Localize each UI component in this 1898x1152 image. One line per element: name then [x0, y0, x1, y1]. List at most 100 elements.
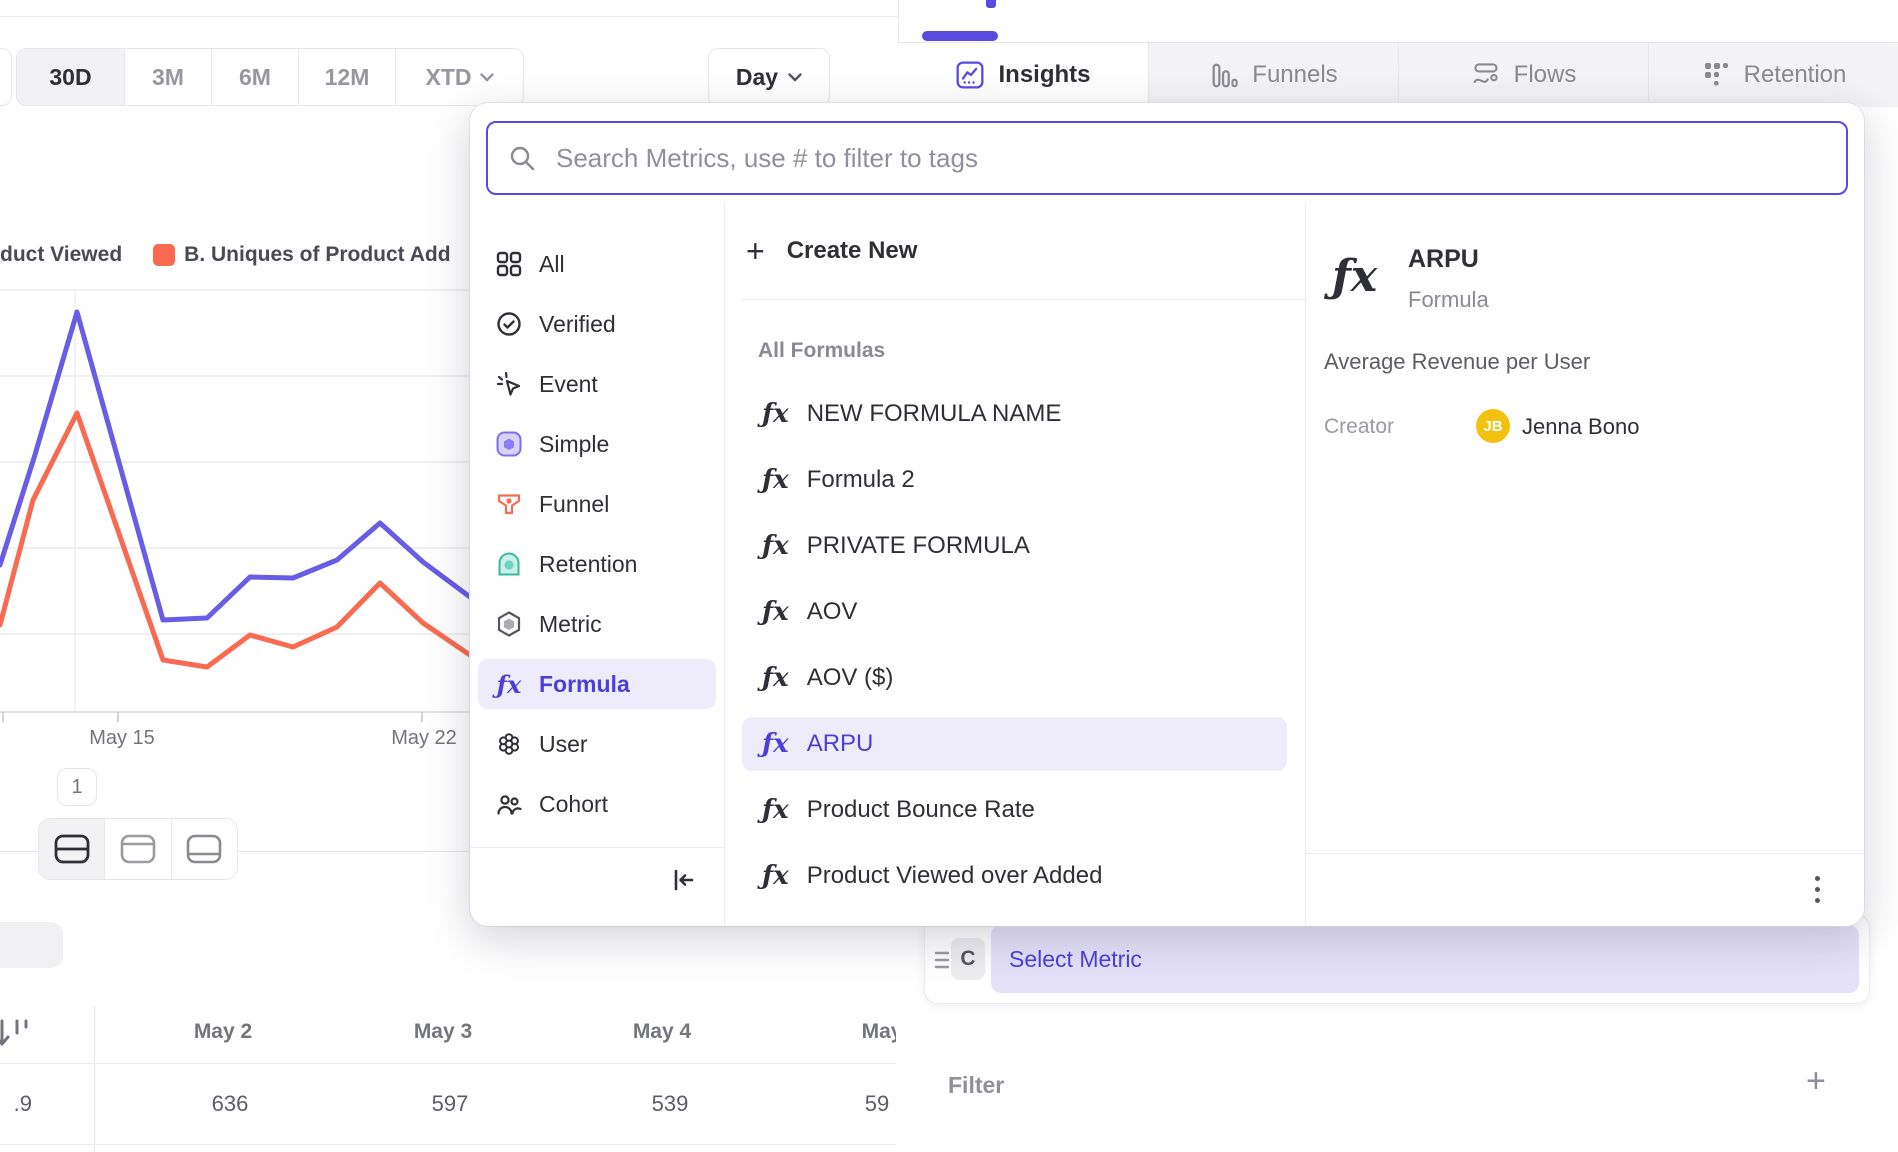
granularity-dropdown[interactable]: Day [708, 48, 830, 106]
category-verified[interactable]: Verified [478, 299, 716, 349]
range-6m-button[interactable]: 6M [211, 49, 298, 105]
category-cohort[interactable]: Cohort [478, 779, 716, 829]
fx-icon: ƒx [762, 861, 789, 891]
fx-icon: ƒx [762, 795, 789, 825]
page-number-badge[interactable]: 1 [57, 768, 97, 806]
range-xtd-button[interactable]: XTD [395, 49, 523, 105]
more-options-button[interactable] [1806, 869, 1828, 909]
retention-icon [1701, 60, 1731, 90]
tab-retention[interactable]: Retention [1648, 43, 1898, 107]
formula-list-item[interactable]: ƒx NEW FORMULA NAME [762, 399, 1062, 429]
fx-icon: ƒx [762, 531, 789, 561]
category-user[interactable]: User [478, 719, 716, 769]
creator-label: Creator [1324, 415, 1395, 438]
bottom-panel-icon [187, 834, 222, 864]
chevron-down-icon [479, 72, 494, 82]
table-column-divider [94, 1006, 95, 1152]
creator-avatar: JB [1476, 409, 1510, 443]
table-header: May [861, 1020, 896, 1043]
detail-fx-icon: ƒx [1332, 251, 1378, 302]
search-input[interactable] [554, 141, 1828, 175]
detail-description: Average Revenue per User [1324, 349, 1591, 374]
metric-letter-badge: C [951, 938, 985, 980]
table-row-divider [0, 1063, 896, 1064]
funnel-category-icon [494, 489, 524, 519]
top-panel-icon [120, 834, 156, 864]
legend-item-a-label[interactable]: duct Viewed [0, 243, 123, 266]
collapse-sidebar-button[interactable] [668, 865, 702, 899]
category-event[interactable]: Event [478, 359, 716, 409]
add-filter-button[interactable]: + [1806, 1062, 1826, 1100]
verified-badge-icon [494, 309, 524, 339]
layout-chart-only-button[interactable] [104, 819, 171, 879]
drag-handle-icon[interactable] [933, 947, 951, 973]
section-label: All Formulas [758, 339, 886, 362]
detail-title: ARPU [1408, 245, 1479, 273]
range-3m-button[interactable]: 3M [124, 49, 211, 105]
date-range-group: 30D 3M 6M 12M XTD [16, 48, 524, 106]
category-funnel[interactable]: Funnel [478, 479, 716, 529]
plus-icon: + [746, 233, 765, 269]
category-all[interactable]: All [478, 239, 716, 289]
create-new-button[interactable]: + Create New [746, 233, 918, 269]
formula-list-item-selected[interactable]: ƒx ARPU [742, 717, 1287, 771]
tab-funnels[interactable]: Funnels [1148, 43, 1398, 107]
table-cell: 539 [651, 1091, 689, 1116]
cohort-people-icon [494, 789, 524, 819]
select-metric-label: Select Metric [1009, 945, 1142, 972]
event-cursor-icon [494, 369, 524, 399]
user-cluster-icon [494, 729, 524, 759]
split-view-icon [54, 834, 90, 864]
creator-name: Jenna Bono [1522, 414, 1640, 439]
chevron-down-icon [788, 72, 802, 82]
formula-list-item[interactable]: ƒx AOV ($) [762, 663, 894, 693]
tab-label: Insights [998, 61, 1091, 88]
formula-list-item[interactable]: ƒx PRIVATE FORMULA [762, 531, 1030, 561]
fx-icon: ƒx [762, 465, 789, 495]
detail-type: Formula [1408, 287, 1489, 312]
table-header: May 3 [413, 1020, 473, 1043]
tab-flows[interactable]: Flows [1398, 43, 1648, 107]
formula-list-item[interactable]: ƒx Formula 2 [762, 465, 915, 495]
select-metric-row[interactable]: Select Metric [991, 925, 1859, 993]
search-icon [510, 146, 535, 171]
layout-split-button[interactable] [39, 819, 105, 879]
tab-label: Flows [1513, 61, 1577, 88]
category-metric[interactable]: Metric [478, 599, 716, 649]
breakdown-table: May 2 May 3 May 4 May .9 636 597 539 59 [0, 1006, 896, 1152]
active-board-tab-indicator [922, 31, 998, 41]
range-30d-button[interactable]: 30D [17, 49, 124, 105]
table-row-divider [0, 1144, 896, 1145]
formula-list-item[interactable]: ƒx AOV [762, 597, 858, 627]
legend-item-b-label[interactable]: B. Uniques of Product Add [184, 243, 451, 266]
category-simple[interactable]: Simple [478, 419, 716, 469]
category-retention[interactable]: Retention [478, 539, 716, 589]
table-header: May 2 [193, 1020, 253, 1043]
tab-label: Retention [1743, 61, 1847, 88]
metric-builder-card: C Select Metric [924, 914, 1870, 1004]
metrics-picker-modal: All Verified Event Simple Funnel Retenti… [470, 103, 1864, 926]
formula-list-item[interactable]: ƒx Product Viewed over Added [762, 861, 1103, 891]
filter-label: Filter [948, 1072, 1005, 1098]
report-tabbar: Insights Funnels Flows Retention [898, 42, 1898, 107]
detail-panel-divider [1305, 853, 1864, 854]
flows-icon [1471, 60, 1501, 90]
top-divider [0, 16, 898, 17]
retention-category-icon [494, 549, 524, 579]
collapsed-tab-fragment [0, 922, 63, 968]
collapse-left-icon [674, 869, 694, 891]
sort-icon[interactable] [0, 1016, 36, 1052]
fx-icon: ƒx [762, 399, 789, 429]
formula-fx-icon: ƒx [496, 669, 522, 699]
layout-table-only-button[interactable] [170, 819, 237, 879]
tab-label: Funnels [1252, 61, 1338, 88]
layout-toggle-group [38, 818, 238, 880]
table-cell: 597 [431, 1091, 469, 1116]
category-formula[interactable]: ƒx Formula [478, 659, 716, 709]
range-12m-button[interactable]: 12M [298, 49, 395, 105]
simple-metric-icon [494, 429, 524, 459]
insights-icon [955, 60, 985, 90]
tab-insights[interactable]: Insights [898, 43, 1148, 107]
funnels-icon [1209, 60, 1239, 90]
formula-list-item[interactable]: ƒx Product Bounce Rate [762, 795, 1035, 825]
